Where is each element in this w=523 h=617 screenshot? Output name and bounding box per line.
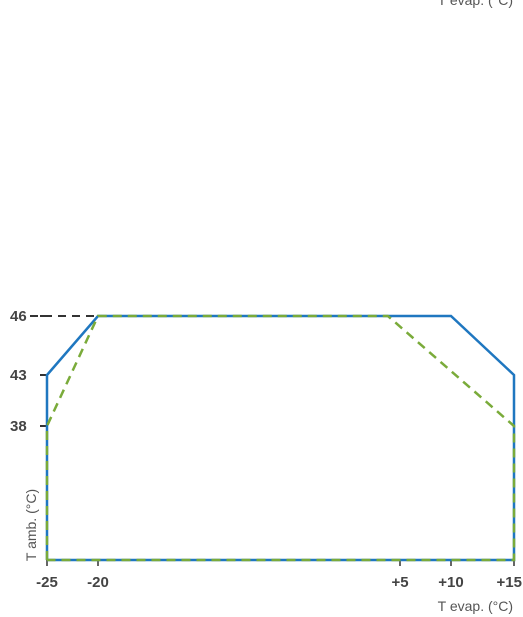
dashed-envelope-line — [45, 314, 516, 562]
x-tick-label-+10: +10 — [438, 574, 463, 591]
x-axis-label-top: T evap. (°C) — [438, 0, 513, 8]
x-axis-label: T evap. (°C) — [438, 598, 513, 614]
x-tick-label-+15: +15 — [497, 574, 522, 591]
y-tick-label-43: 43 — [10, 367, 27, 384]
x-tick-label--25: -25 — [36, 574, 58, 591]
solid-envelope-line — [45, 314, 516, 562]
y-tick-label-46: 46 — [10, 308, 27, 325]
x-tick-label--20: -20 — [87, 574, 109, 591]
y-tick-label-38: 38 — [10, 418, 27, 435]
y-axis-label: T amb. (°C) — [23, 489, 39, 561]
x-tick-label-+5: +5 — [391, 574, 408, 591]
